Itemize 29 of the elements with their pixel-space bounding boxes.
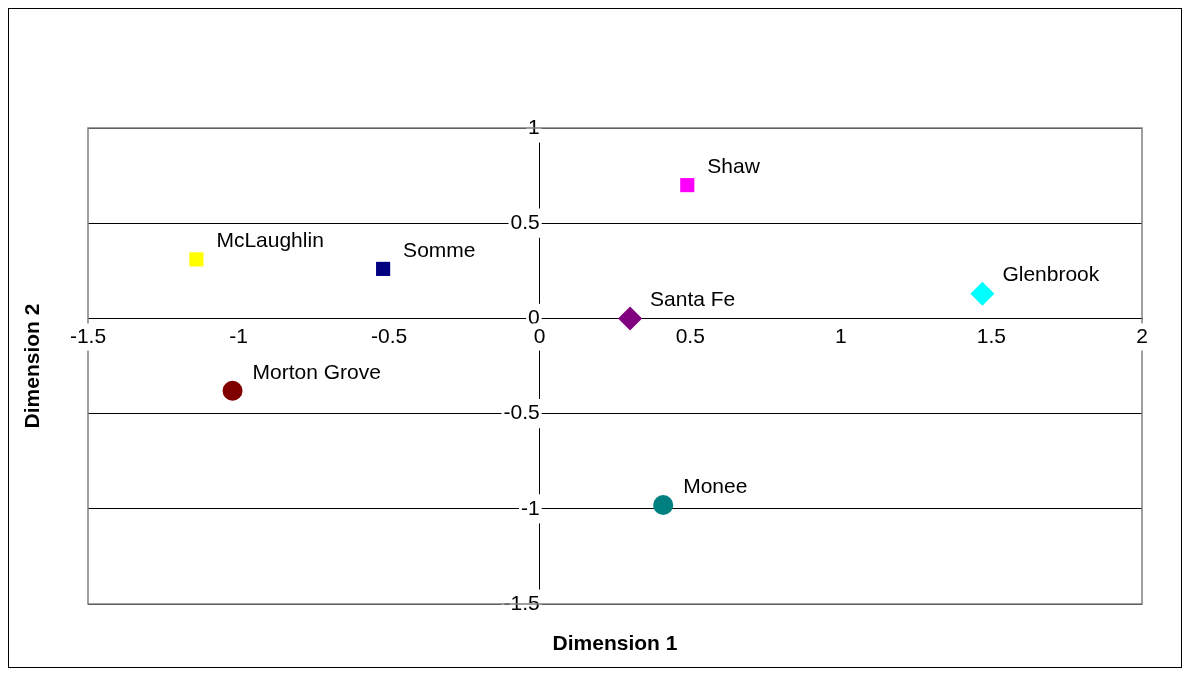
x-tick-label: -1.5 xyxy=(69,323,107,347)
point xyxy=(222,380,243,401)
x-tick-label: 0.5 xyxy=(675,323,705,347)
y-tick-label: -1 xyxy=(521,495,540,519)
y-tick-label: 1 xyxy=(528,114,540,138)
y-tick-label: -1.5 xyxy=(503,590,540,614)
point xyxy=(618,306,643,331)
y-tick-label: 0 xyxy=(528,305,540,329)
x-tick-label: 2 xyxy=(1136,323,1148,347)
x-tick-label: 1 xyxy=(835,323,847,347)
series-label: Somme xyxy=(403,237,476,261)
y-tick-label: -0.5 xyxy=(503,400,540,424)
series-label: Santa Fe xyxy=(650,287,736,311)
y-axis-title: Dimension 2 xyxy=(19,303,43,429)
y-tick-label: 0.5 xyxy=(510,210,540,233)
series-label: Morton Grove xyxy=(252,359,381,383)
series-label: Shaw xyxy=(707,153,761,177)
x-tick-label: -1 xyxy=(229,323,248,347)
series-label: Monee xyxy=(683,473,748,497)
series-label: Glenbrook xyxy=(1002,262,1100,286)
point xyxy=(653,494,674,515)
point xyxy=(189,252,204,267)
series-label: McLaughlin xyxy=(216,228,324,252)
x-axis-title: Dimension 1 xyxy=(552,630,678,654)
x-tick-label: -0.5 xyxy=(371,323,408,347)
x-tick-label: 1.5 xyxy=(976,323,1007,347)
point xyxy=(680,178,695,193)
point xyxy=(970,281,995,306)
point xyxy=(376,261,391,276)
